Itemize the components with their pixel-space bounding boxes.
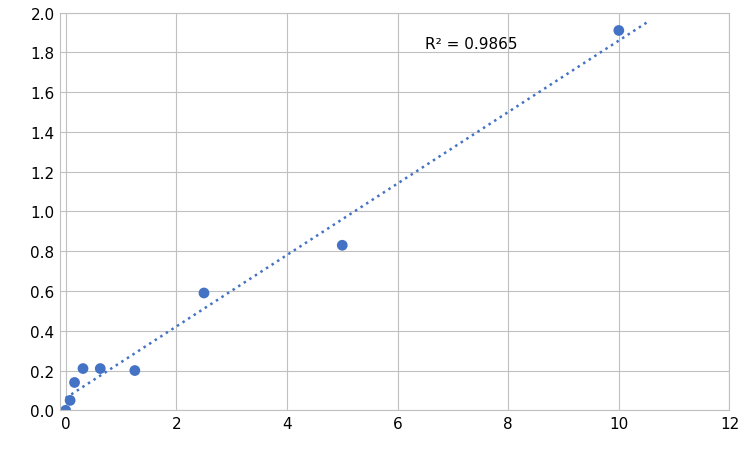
Point xyxy=(68,379,80,386)
Point xyxy=(64,397,76,404)
Text: R² = 0.9865: R² = 0.9865 xyxy=(425,37,517,52)
Point xyxy=(94,365,106,373)
Point xyxy=(129,367,141,374)
Point xyxy=(336,242,348,249)
Point xyxy=(613,28,625,35)
Point xyxy=(59,407,71,414)
Point xyxy=(198,290,210,297)
Point xyxy=(77,365,89,373)
